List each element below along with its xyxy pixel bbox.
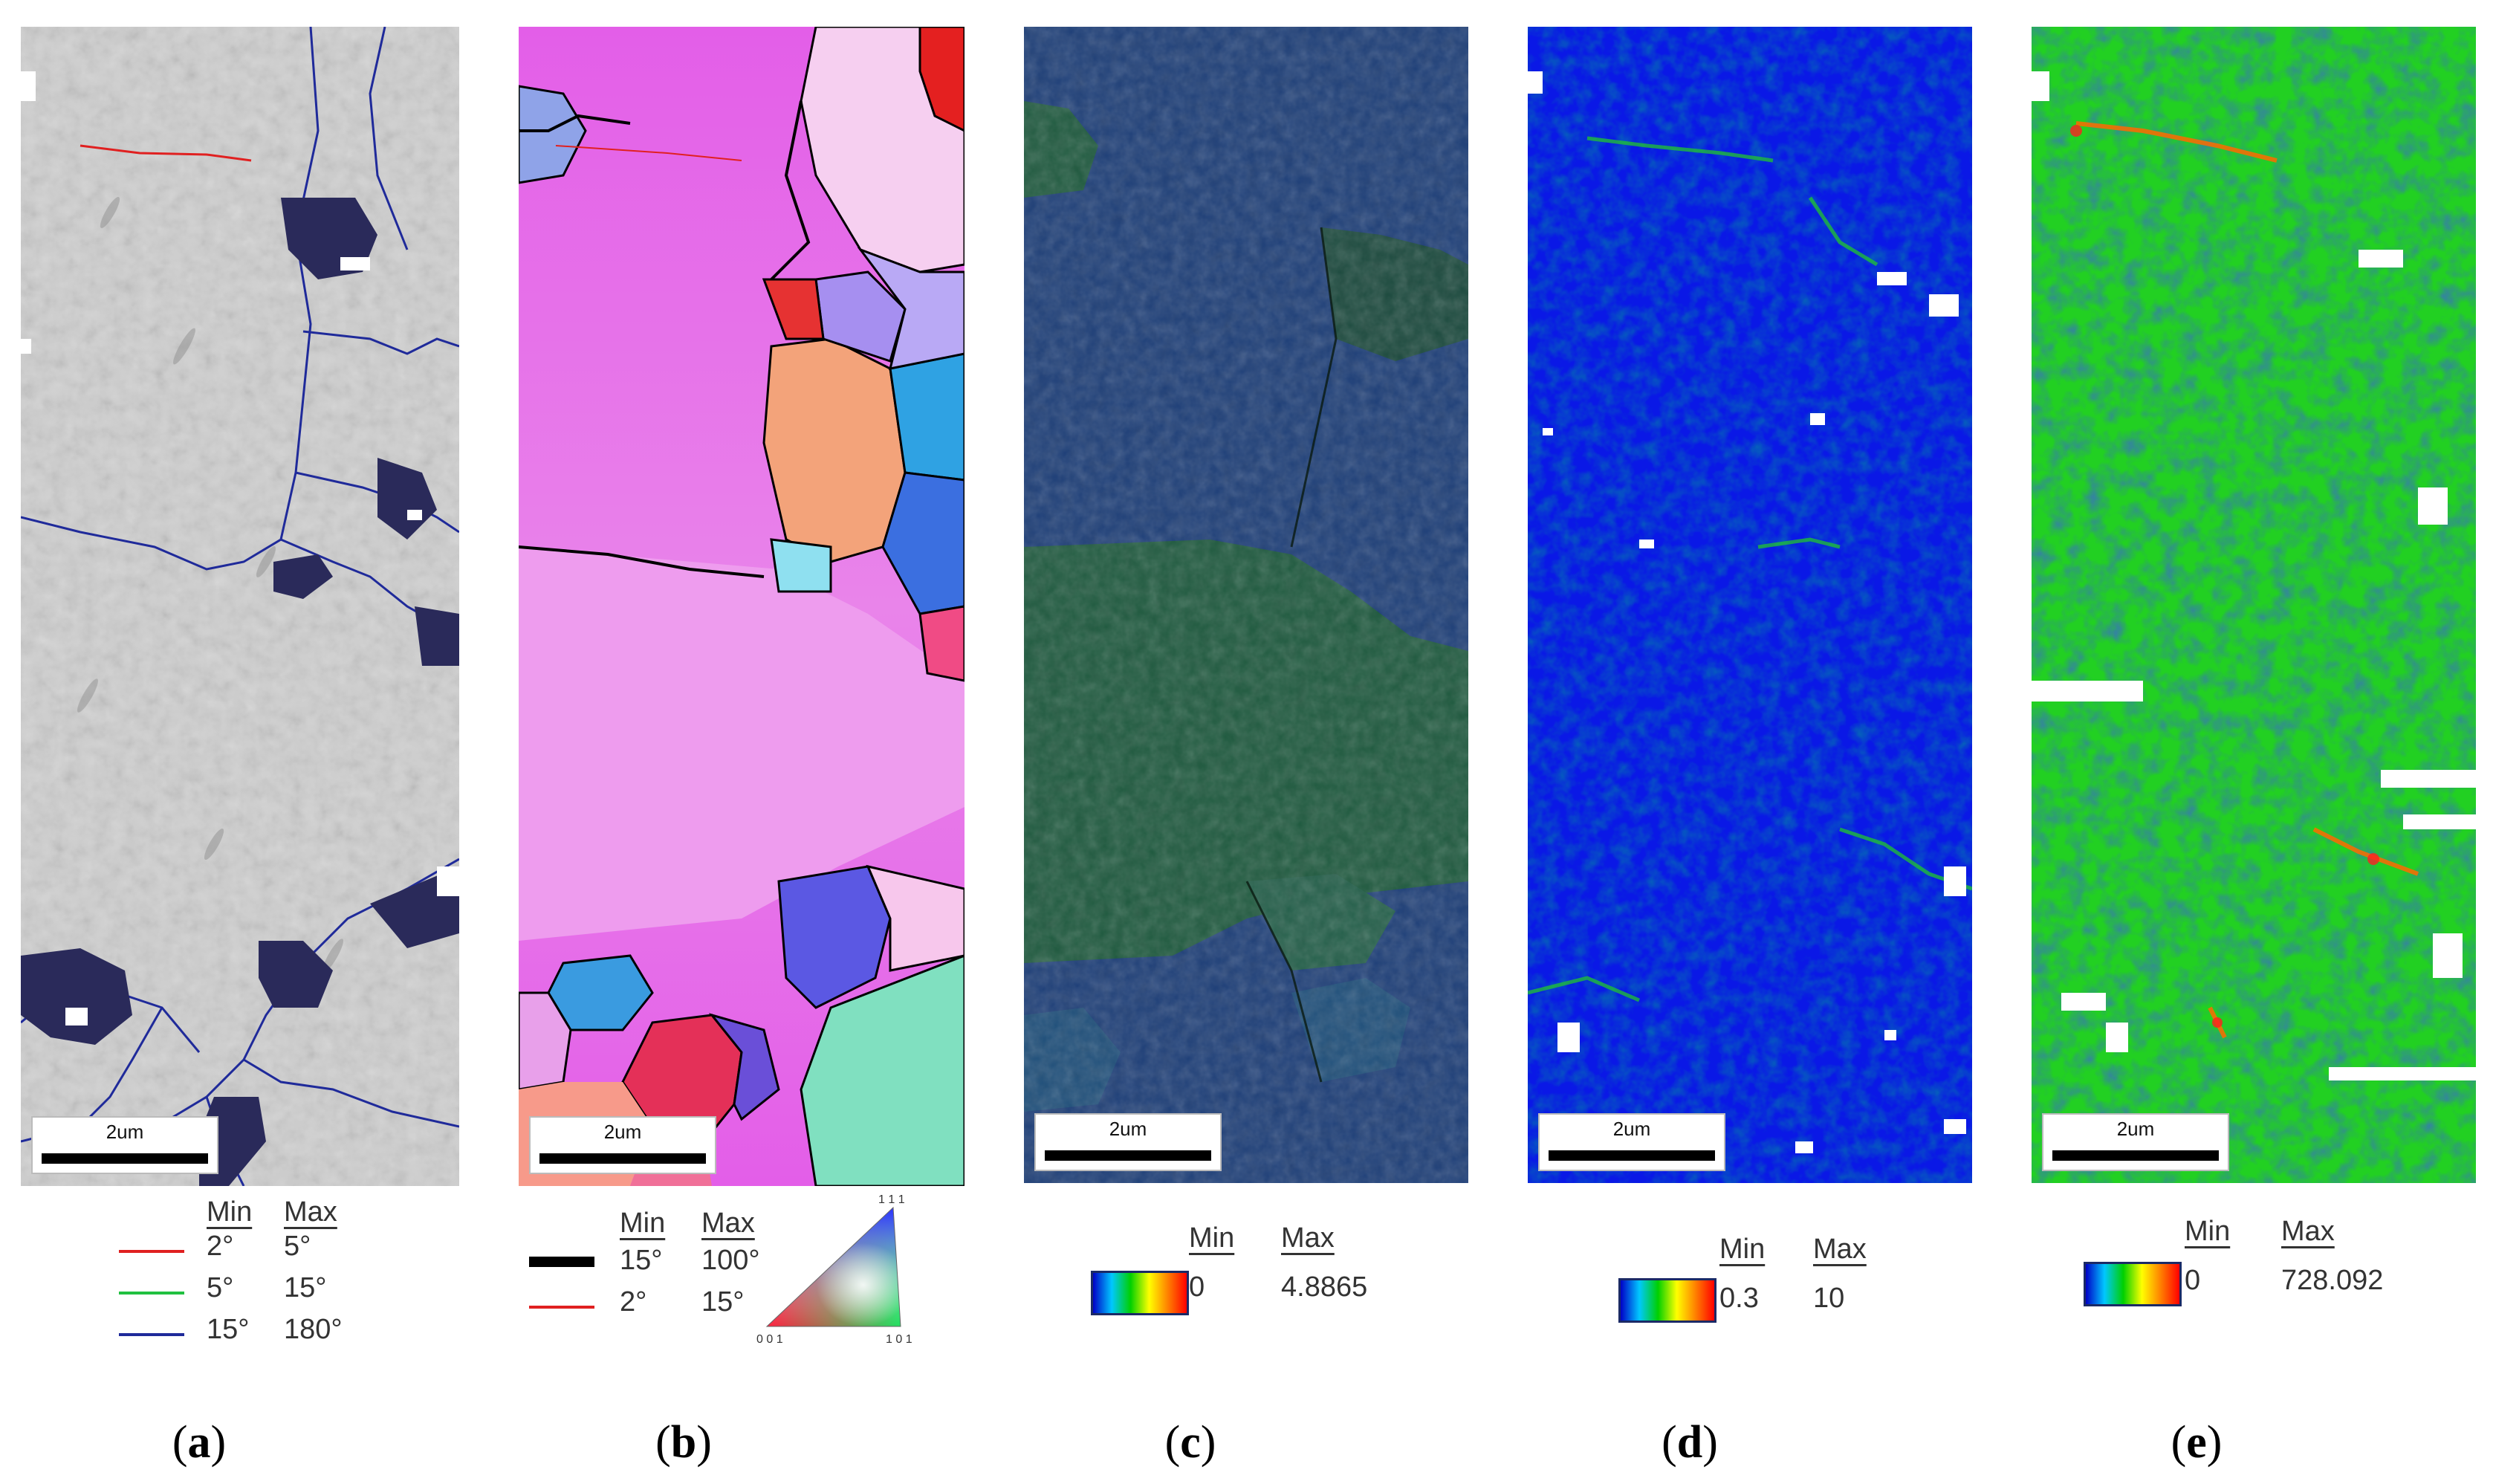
panel-e-gnd-map: 2um: [2032, 27, 2476, 1183]
scale-bar-line: [539, 1153, 706, 1164]
legend-row-max: 100°: [701, 1245, 760, 1276]
scale-bar-line: [1549, 1150, 1715, 1161]
legend-min-header: Min: [620, 1208, 666, 1239]
scale-bar-line: [2052, 1150, 2219, 1161]
legend-d: Min Max 0.3 10: [1719, 1234, 1928, 1338]
legend-row-max: 5°: [284, 1231, 311, 1262]
legend-c-colorbar: [1091, 1271, 1189, 1315]
legend-row-min: 2°: [207, 1231, 234, 1262]
legend-max-header: Max: [1281, 1222, 1335, 1254]
legend-max-value: 728.092: [2281, 1265, 2384, 1296]
legend-row-min: 15°: [207, 1314, 250, 1345]
legend-min-header: Min: [1189, 1222, 1235, 1254]
scale-bar: 2um: [1538, 1113, 1725, 1171]
panel-c-map: 2um: [1024, 27, 1468, 1183]
legend-min-value: 0.3: [1719, 1283, 1759, 1314]
caption-a: (a): [172, 1417, 227, 1468]
scale-bar: 2um: [1034, 1113, 1222, 1171]
legend-row-min: 15°: [620, 1245, 663, 1276]
scale-bar-label: 2um: [2116, 1118, 2155, 1140]
band-contrast-map: [21, 27, 459, 1186]
panel-d-kam-map: 2um: [1528, 27, 1972, 1183]
caption-letter: c: [1180, 1417, 1201, 1468]
scale-bar-line: [1045, 1150, 1211, 1161]
legend-d-colorbar: [1618, 1278, 1716, 1323]
colored-map-c: [1024, 27, 1468, 1183]
kam-map-d: [1528, 27, 1972, 1183]
triangle-label-001: 0 0 1: [756, 1333, 783, 1346]
legend-e-colorbar: [2084, 1262, 2182, 1306]
caption-letter: e: [2186, 1417, 2207, 1468]
legend-row-min: 2°: [620, 1286, 647, 1318]
caption-c: (c): [1164, 1417, 1216, 1468]
legend-row-min: 5°: [207, 1272, 234, 1303]
gnd-map-e: [2032, 27, 2476, 1183]
scale-bar-label: 2um: [1109, 1118, 1147, 1140]
legend-a: Min Max 2° 5° 5° 15° 15° 180°: [119, 1196, 386, 1360]
legend-min-value: 0: [2185, 1265, 2201, 1296]
legend-max-value: 4.8865: [1281, 1271, 1368, 1303]
legend-max-header: Max: [2281, 1216, 2335, 1247]
legend-swatch-red: [119, 1250, 184, 1253]
legend-max-header: Max: [1813, 1234, 1867, 1265]
legend-min-header: Min: [207, 1196, 253, 1228]
legend-row-max: 15°: [284, 1272, 327, 1303]
scale-bar-label: 2um: [1612, 1118, 1651, 1140]
caption-letter: b: [670, 1417, 697, 1468]
caption-b: (b): [655, 1417, 712, 1468]
caption-e: (e): [2171, 1417, 2223, 1468]
ipf-orientation-map: [519, 27, 965, 1186]
legend-row-max: 15°: [701, 1286, 745, 1318]
caption-letter: a: [187, 1417, 211, 1468]
legend-swatch-red: [529, 1306, 594, 1309]
legend-b: Min Max 15° 100° 2° 15° 1 1 1 0 0 1 1 0: [529, 1193, 945, 1364]
legend-swatch-black: [529, 1257, 594, 1267]
triangle-label-101: 1 0 1: [886, 1333, 912, 1346]
caption-letter: d: [1676, 1417, 1703, 1468]
scale-bar-label: 2um: [603, 1121, 642, 1143]
caption-d: (d): [1662, 1417, 1718, 1468]
scale-bar: 2um: [31, 1116, 218, 1174]
legend-e: Min Max 0 728.092: [2185, 1216, 2422, 1320]
legend-swatch-blue: [119, 1333, 184, 1336]
legend-max-header: Max: [284, 1196, 337, 1228]
legend-min-header: Min: [1719, 1234, 1766, 1265]
legend-max-header: Max: [701, 1208, 755, 1239]
legend-swatch-green: [119, 1292, 184, 1295]
scale-bar-label: 2um: [106, 1121, 144, 1143]
scale-bar: 2um: [2042, 1113, 2229, 1171]
triangle-label-111: 1 1 1: [878, 1193, 905, 1206]
scale-bar: 2um: [529, 1116, 716, 1174]
ipf-color-triangle: 1 1 1 0 0 1 1 0 1: [756, 1193, 912, 1346]
legend-max-value: 10: [1813, 1283, 1845, 1314]
legend-c: Min Max 0 4.8865: [1189, 1222, 1427, 1326]
panel-a-band-contrast: 2um: [21, 27, 459, 1186]
legend-row-max: 180°: [284, 1314, 343, 1345]
legend-min-header: Min: [2185, 1216, 2231, 1247]
legend-min-value: 0: [1189, 1271, 1205, 1303]
scale-bar-line: [42, 1153, 208, 1164]
panel-b-ipf-map: 2um: [519, 27, 965, 1186]
